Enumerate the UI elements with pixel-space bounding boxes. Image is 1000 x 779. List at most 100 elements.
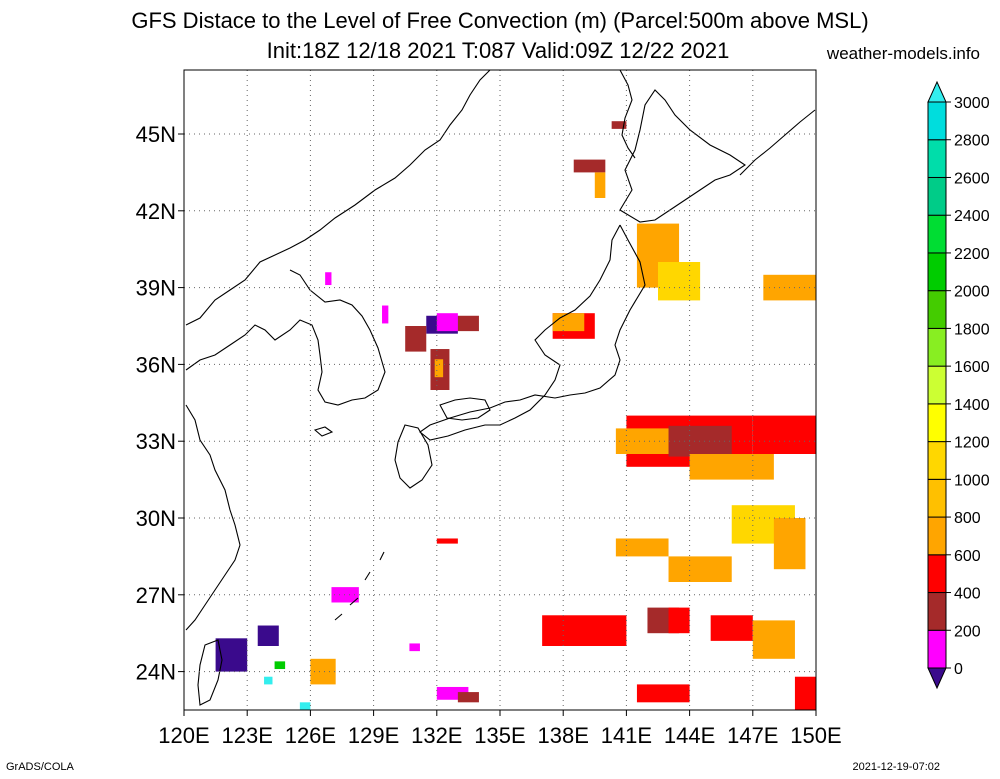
colorbar-label: 2400 [954, 208, 990, 225]
colorbar-label: 800 [954, 510, 981, 527]
coastline-kurils [739, 109, 816, 176]
lfc-cell [457, 315, 479, 332]
lfc-cell [325, 272, 332, 286]
lfc-cell [668, 425, 732, 457]
tick-label-lon: 132E [411, 723, 462, 748]
colorbar-label: 2800 [954, 133, 990, 150]
credit-grads: GrADS/COLA [6, 761, 74, 773]
coastline-kyushu [394, 424, 433, 489]
colorbar-segment [927, 101, 947, 141]
site-label: weather-models.info [826, 44, 980, 63]
lfc-cell [668, 556, 732, 582]
coastline-shikoku [439, 397, 491, 421]
colorbar-segment [927, 252, 947, 292]
lfc-cell [382, 305, 389, 324]
tick-label-lon: 120E [158, 723, 209, 748]
lfc-cell [636, 684, 690, 703]
colorbar-label: 0 [954, 661, 963, 678]
tick-label-lon: 141E [601, 723, 652, 748]
colorbar-segment [927, 327, 947, 367]
lfc-cell [405, 326, 427, 352]
colorbar-segment [927, 554, 947, 594]
tick-label-lon: 144E [664, 723, 715, 748]
lfc-cell [552, 313, 585, 332]
lfc-field-layer [215, 121, 816, 710]
lfc-cell [573, 159, 606, 173]
colorbar-segment [927, 290, 947, 329]
coastline-hokkaido [619, 89, 746, 223]
lfc-cell [436, 313, 458, 332]
coastline-china-east [185, 404, 241, 631]
tick-label-lat: 39N [136, 276, 176, 301]
lfc-cell [752, 415, 816, 454]
tick-label-lon: 126E [285, 723, 336, 748]
colorbar-segment [927, 592, 947, 631]
coastline-layer [185, 69, 816, 706]
lfc-cell [331, 587, 359, 603]
colorbar-segment [927, 629, 947, 669]
colorbar-segment [927, 176, 947, 216]
lfc-cell [615, 538, 669, 557]
lfc-cell [542, 615, 627, 646]
lfc-cell [615, 428, 669, 454]
lfc-cell [658, 262, 701, 301]
lfc-cell [299, 702, 311, 710]
colorbar-segment [927, 478, 947, 518]
colorbar-label: 1800 [954, 321, 990, 338]
colorbar-label: 2000 [954, 284, 990, 301]
chart-title-line1: GFS Distace to the Level of Free Convect… [131, 8, 869, 33]
lfc-cell [752, 620, 795, 659]
coastline-jeju [313, 426, 334, 437]
tick-label-lon: 150E [790, 723, 841, 748]
graticule [184, 70, 816, 710]
coastline-ryukyu [334, 551, 385, 621]
lfc-cell [668, 607, 690, 634]
lfc-cell [594, 172, 606, 198]
lfc-cell [457, 692, 479, 703]
colorbar-upper-extend [927, 80, 947, 103]
colorbar-segment [927, 214, 947, 254]
lfc-cell [773, 518, 806, 570]
credit-timestamp: 2021-12-19-07:02 [852, 761, 940, 773]
lfc-cell [264, 676, 273, 685]
colorbar: 0 200 400 600 800 1000 1200 1400 1600 1800 2000 220… [927, 80, 990, 690]
colorbar-segment [927, 365, 947, 405]
colorbar-label: 2200 [954, 246, 990, 263]
colorbar-label: 600 [954, 548, 981, 565]
tick-label-lon: 129E [348, 723, 399, 748]
colorbar-label: 1400 [954, 397, 990, 414]
tick-label-lon: 135E [474, 723, 525, 748]
colorbar-segment [927, 403, 947, 443]
lfc-cell [710, 615, 753, 641]
lfc-cell [794, 676, 816, 710]
tick-label-lon: 138E [538, 723, 589, 748]
coastline-korea [185, 269, 386, 406]
lfc-cell [274, 661, 286, 670]
lfc-cell [434, 359, 444, 378]
colorbar-label: 1200 [954, 435, 990, 452]
coastline-asia [185, 69, 491, 326]
colorbar-label: 3000 [954, 95, 990, 112]
axis-labels: 120E 123E 126E 129E 132E 135E 138E 141E 144E 147E… [136, 122, 842, 748]
colorbar-label: 1600 [954, 359, 990, 376]
tick-label-lat: 36N [136, 352, 176, 377]
chart-title-line2: Init:18Z 12/18 2021 T:087 Valid:09Z 12/2… [266, 38, 730, 63]
lfc-cell [689, 454, 774, 480]
tick-label-lat: 45N [136, 122, 176, 147]
tick-label-lon: 123E [222, 723, 273, 748]
lfc-cell [257, 625, 279, 646]
tick-label-lat: 24N [136, 660, 176, 685]
tick-label-lat: 33N [136, 429, 176, 454]
colorbar-segment [927, 441, 947, 480]
lfc-cell [436, 538, 458, 544]
colorbar-segment [927, 516, 947, 556]
colorbar-lower-extend [927, 667, 947, 690]
tick-label-lat: 42N [136, 199, 176, 224]
colorbar-segment [927, 139, 947, 178]
colorbar-label: 1000 [954, 472, 990, 489]
tick-label-lat: 30N [136, 506, 176, 531]
lfc-cell [409, 643, 420, 652]
colorbar-label: 2600 [954, 170, 990, 187]
tick-label-lat: 27N [136, 583, 176, 608]
